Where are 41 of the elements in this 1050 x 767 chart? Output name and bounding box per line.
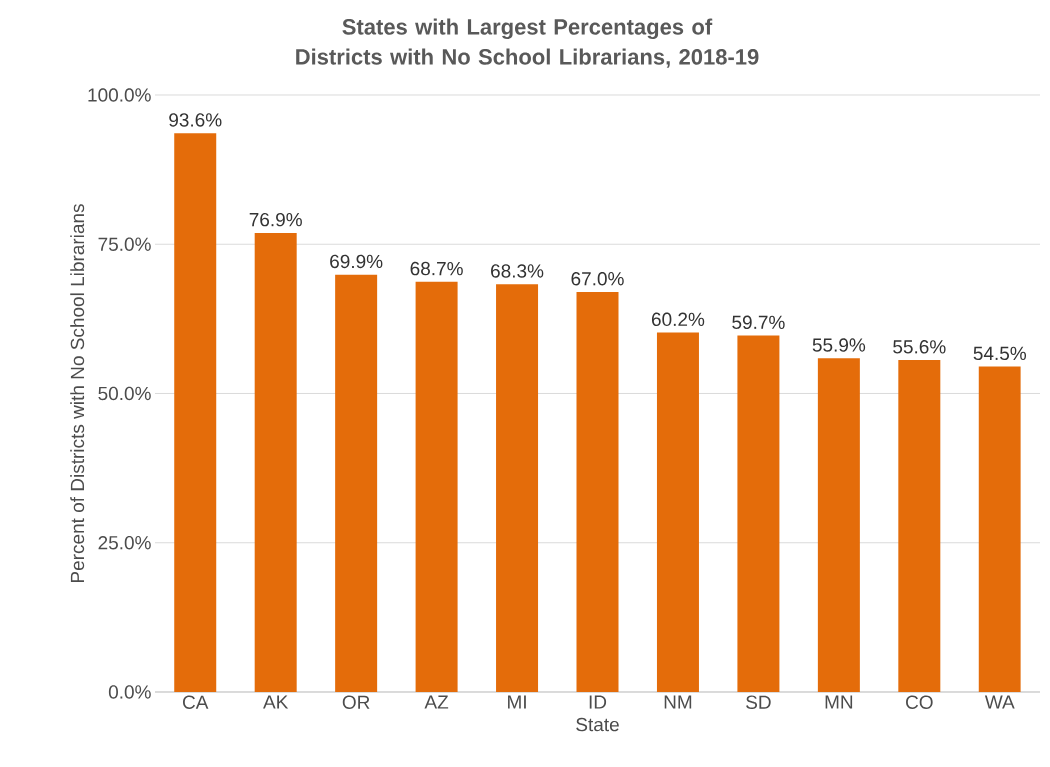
y-tick-label: 0.0% xyxy=(108,685,151,699)
data-label: 93.6% xyxy=(169,113,222,127)
data-label: 68.7% xyxy=(410,261,463,276)
data-label: 76.9% xyxy=(249,212,302,227)
bar xyxy=(576,292,619,692)
x-tick-label: MI xyxy=(508,695,526,709)
data-label: 68.3% xyxy=(491,264,544,278)
bar xyxy=(737,335,780,692)
bar xyxy=(978,366,1021,692)
x-tick-label: AK xyxy=(263,695,289,709)
x-axis-title: State xyxy=(576,717,619,732)
data-label: 55.6% xyxy=(893,340,946,354)
x-tick-label: ID xyxy=(589,695,607,709)
data-label: 54.5% xyxy=(973,346,1027,361)
data-label: 69.9% xyxy=(330,254,383,269)
data-label: 67.0% xyxy=(571,272,624,286)
chart-title: States with Largest Percentages of Districts with No School Librarians, 2018-19 xyxy=(296,18,759,68)
x-tick-label: WA xyxy=(984,695,1015,709)
y-tick-label: 25.0% xyxy=(98,536,151,550)
y-axis-title: Percent of Districts with No School Librarians xyxy=(70,204,85,583)
bar xyxy=(174,133,217,692)
x-tick-label: CO xyxy=(906,695,933,709)
data-label: 60.2% xyxy=(651,312,705,327)
bar xyxy=(335,274,378,692)
data-label: 59.7% xyxy=(732,315,785,330)
bar xyxy=(254,232,297,692)
bar xyxy=(817,358,860,692)
bar xyxy=(656,332,699,692)
y-tick-label: 50.0% xyxy=(98,386,151,401)
bar xyxy=(496,284,539,692)
x-tick-label: AZ xyxy=(424,695,449,709)
x-tick-label: NM xyxy=(664,695,692,709)
x-tick-label: CA xyxy=(182,695,209,709)
x-tick-label: MN xyxy=(825,695,853,709)
bar xyxy=(415,281,458,692)
data-label: 55.9% xyxy=(812,338,866,352)
x-tick-label: OR xyxy=(342,695,370,709)
x-tick-label: SD xyxy=(746,695,771,709)
y-tick-label: 100.0% xyxy=(88,88,151,102)
bar xyxy=(898,360,941,692)
y-tick-label: 75.0% xyxy=(98,237,151,251)
